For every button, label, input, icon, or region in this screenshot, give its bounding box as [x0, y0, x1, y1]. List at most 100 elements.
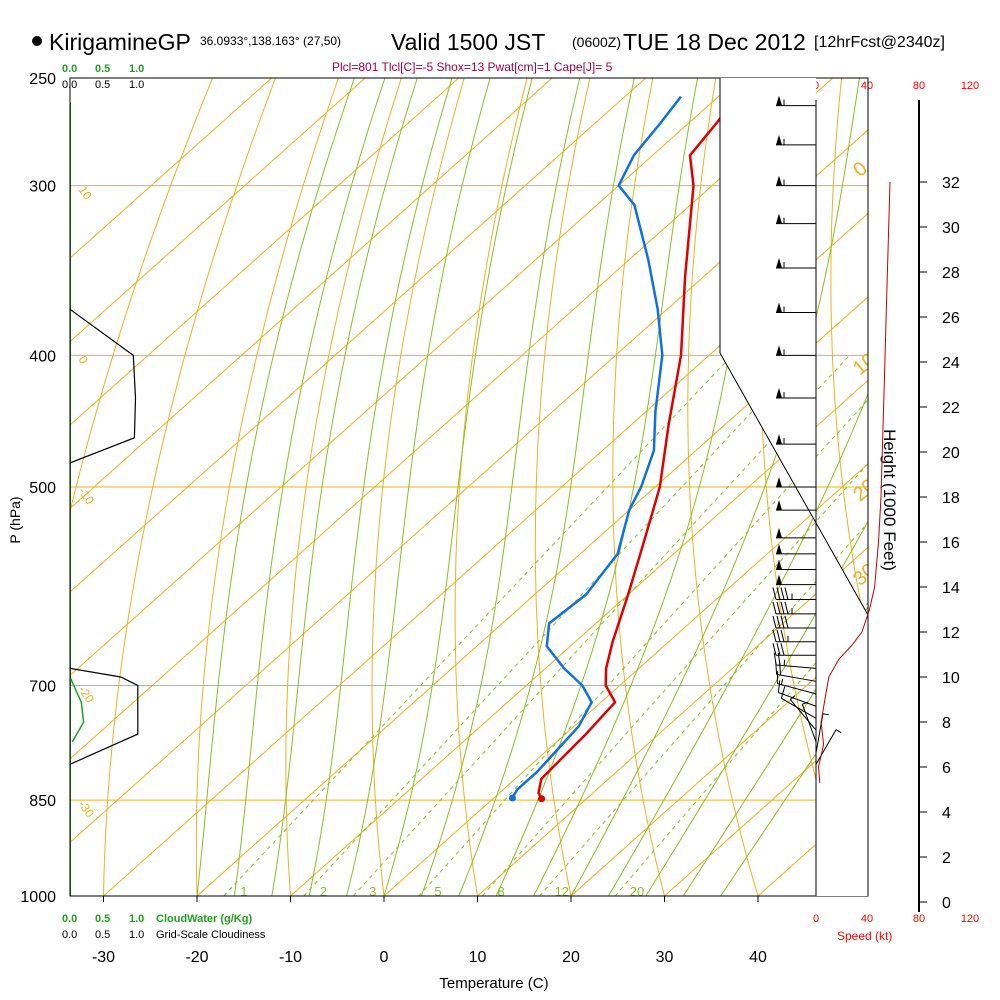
dry-adiabat [195, 78, 339, 896]
wind-barb [776, 527, 816, 539]
cloudiness-axis-label: Grid-Scale Cloudiness [156, 929, 266, 941]
wind-barb-pennant [776, 302, 782, 313]
moist-adiabat [271, 78, 418, 896]
cloudwater-bottom-tick-1: 0.5 [95, 913, 110, 925]
mixing-ratio-line [539, 522, 868, 896]
wind-barb [776, 213, 816, 225]
wind-barb-flag [772, 643, 777, 656]
speed-top-tick-3: 120 [961, 80, 979, 92]
height-axis-title: Height (1000 Feet) [880, 429, 899, 571]
temperature-profile [537, 95, 738, 800]
wind-barb-half-flag [780, 678, 784, 685]
wind-barb-pennant [776, 543, 782, 554]
wind-barb-flag [775, 661, 778, 675]
wind-barb [780, 686, 817, 719]
x-axis-title: Temperature (C) [439, 975, 548, 992]
p-tick-label: 400 [29, 348, 56, 365]
isotherm [70, 78, 553, 510]
wind-barb-flag [772, 601, 777, 615]
isotherm [196, 296, 868, 896]
dewpoint-profile [511, 95, 682, 799]
cloud-axis-bottom: 0.0 0.5 1.0 CloudWater (g/Kg) 0.0 0.5 1.… [62, 913, 266, 941]
wind-panel-edge [719, 352, 869, 616]
dry-adiabat-label: -10 [76, 485, 98, 508]
cloudiness-profile [70, 667, 139, 765]
dry-adiabat [285, 78, 402, 896]
height-tick-label: 4 [942, 805, 951, 822]
height-tick-label: 0 [942, 895, 951, 912]
isotherm [70, 78, 740, 677]
dry-adiabat [454, 78, 528, 896]
moist-adiabat [308, 78, 453, 896]
cloudiness-top-tick-1: 0.5 [95, 79, 110, 91]
wind-barb-flag [780, 643, 785, 656]
height-tick-label: 8 [942, 715, 951, 732]
wind-barb-pennant [776, 500, 782, 511]
p-tick-label: 850 [29, 793, 56, 810]
wind-barb-pennant [776, 213, 782, 224]
speed-axis: 0 40 80 120 0 40 80 120 Speed (kt) [813, 80, 979, 943]
wind-barb [776, 434, 816, 445]
height-tick-label: 30 [942, 220, 960, 237]
stability-params: Plcl=801 Tlcl[C]=-5 Shox=13 Pwat[cm]=1 C… [332, 60, 613, 74]
wind-barb-pennant [776, 527, 782, 538]
dry-adiabat [534, 78, 591, 896]
mixing-ratio-line [223, 354, 733, 896]
height-tick-label: 22 [942, 400, 960, 417]
mixing-ratio-label: 2 [320, 884, 327, 899]
wind-barb-flag [784, 601, 789, 615]
cloudwater-top-tick-2: 1.0 [129, 63, 144, 75]
isotherm [477, 546, 868, 896]
wind-barb-pennant [776, 388, 782, 399]
moist-adiabat [420, 78, 581, 896]
x-tick-label: 40 [749, 949, 767, 966]
speed-bottom-tick-1: 40 [861, 913, 873, 925]
wind-barb [776, 175, 816, 187]
wind-speed-profile [817, 181, 891, 783]
p-tick-label: 300 [29, 179, 56, 196]
wind-barb [776, 345, 816, 356]
height-tick-label: 14 [942, 580, 960, 597]
valid-date: TUE 18 Dec 2012 [623, 29, 806, 55]
y-axis-title: P (hPa) [7, 496, 23, 543]
height-tick-label: 12 [942, 625, 960, 642]
moist-adiabat [645, 520, 868, 896]
wind-barb [776, 574, 816, 586]
station-name: KirigamineGP [49, 29, 191, 55]
wind-barb-flag [776, 629, 781, 642]
wind-barb-flag [779, 662, 782, 676]
wind-barb [776, 134, 816, 146]
wind-barb-half-flag [822, 713, 829, 716]
moist-adiabat [233, 78, 386, 896]
wind-barb-pennant [776, 258, 782, 269]
wind-barb-flag [776, 587, 781, 600]
plot-frame [69, 77, 869, 897]
height-tick-label: 18 [942, 490, 960, 507]
isotherm [103, 212, 868, 896]
wind-barb [776, 671, 817, 695]
isotherm [70, 78, 272, 259]
cloud-axis-top: 0.0 0.5 1.0 0.0 0.5 1.0 [62, 63, 144, 91]
isotherm-label: 20 [849, 475, 880, 506]
wind-barb-pennant [776, 574, 782, 585]
x-tick-label: -10 [279, 949, 302, 966]
moist-adiabat [720, 675, 868, 896]
mixing-ratio-line [481, 462, 868, 896]
dry-adiabat [687, 78, 759, 896]
wind-barb-half-flag [802, 701, 809, 705]
isotherm [383, 463, 868, 896]
mixing-ratio-label: 20 [630, 884, 644, 899]
wind-barb-pennant [776, 559, 782, 570]
wind-barb [815, 729, 842, 765]
dry-adiabat-label: -30 [76, 798, 98, 821]
wind-barb [776, 500, 816, 511]
wind-barb [772, 615, 816, 629]
wind-barb-flag [776, 643, 781, 656]
wind-barb [776, 95, 816, 107]
wind-barb-half-flag [835, 729, 842, 734]
wind-barb-flag [776, 615, 781, 629]
moist-adiabat [196, 78, 355, 896]
speed-bottom-tick-0: 0 [813, 913, 819, 925]
wind-barb [772, 629, 816, 643]
